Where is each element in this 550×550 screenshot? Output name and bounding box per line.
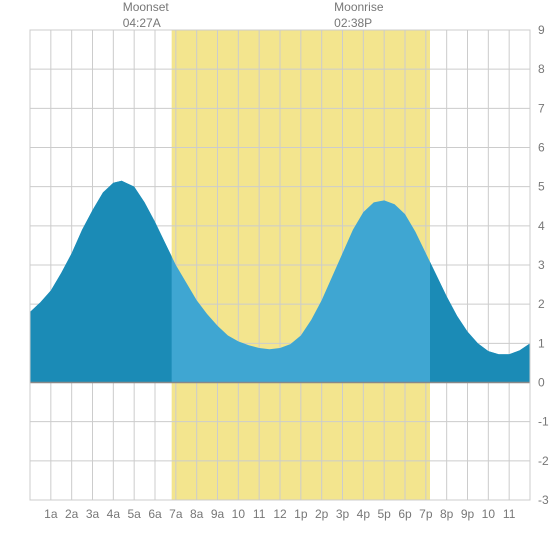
x-tick-label: 4p	[357, 507, 371, 521]
chart-svg: -3-2-101234567891a2a3a4a5a6a7a8a9a101112…	[0, 0, 550, 550]
x-tick-label: 9p	[461, 507, 475, 521]
x-tick-label: 12	[273, 507, 287, 521]
y-tick-label: 1	[538, 336, 545, 350]
x-tick-label: 8a	[190, 507, 204, 521]
moonset-annotation: Moonset04:27A	[123, 0, 169, 31]
x-tick-label: 5a	[127, 507, 141, 521]
y-tick-label: 2	[538, 297, 545, 311]
y-tick-label: 5	[538, 180, 545, 194]
x-tick-label: 6a	[148, 507, 162, 521]
y-tick-label: 8	[538, 62, 545, 76]
annotation-time: 04:27A	[123, 16, 169, 32]
x-tick-label: 3p	[336, 507, 350, 521]
y-tick-label: 4	[538, 219, 545, 233]
x-tick-label: 11	[503, 507, 516, 521]
x-tick-label: 10	[232, 507, 246, 521]
annotation-time: 02:38P	[334, 16, 383, 32]
x-tick-label: 1p	[294, 507, 308, 521]
x-tick-label: 6p	[398, 507, 412, 521]
tide-chart: -3-2-101234567891a2a3a4a5a6a7a8a9a101112…	[0, 0, 550, 550]
x-tick-label: 8p	[440, 507, 454, 521]
x-tick-label: 7a	[169, 507, 183, 521]
x-tick-label: 10	[482, 507, 496, 521]
x-tick-label: 4a	[107, 507, 121, 521]
x-tick-label: 5p	[377, 507, 391, 521]
y-tick-label: 6	[538, 141, 545, 155]
annotation-title: Moonrise	[334, 0, 383, 16]
annotation-title: Moonset	[123, 0, 169, 16]
x-tick-label: 3a	[86, 507, 100, 521]
x-tick-label: 9a	[211, 507, 225, 521]
y-tick-label: 0	[538, 376, 545, 390]
x-tick-label: 7p	[419, 507, 433, 521]
y-tick-label: -3	[538, 493, 549, 507]
y-tick-label: 3	[538, 258, 545, 272]
x-tick-label: 2a	[65, 507, 79, 521]
x-tick-label: 1a	[44, 507, 58, 521]
moonrise-annotation: Moonrise02:38P	[334, 0, 383, 31]
y-tick-label: 9	[538, 23, 545, 37]
x-tick-label: 11	[253, 507, 266, 521]
x-tick-label: 2p	[315, 507, 329, 521]
y-tick-label: -2	[538, 454, 549, 468]
y-tick-label: 7	[538, 101, 545, 115]
y-tick-label: -1	[538, 415, 549, 429]
